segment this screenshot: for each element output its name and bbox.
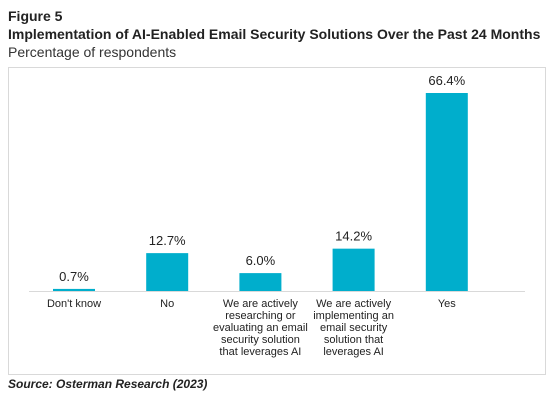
bar-2	[239, 273, 282, 291]
data-label-3: 14.2%	[335, 229, 372, 244]
bar-chart: 0.7% Don't know 12.7% No 6.0% We are actively…	[29, 73, 525, 358]
figure-label: Figure 5	[8, 8, 63, 24]
category-label-4: Yes	[438, 298, 456, 310]
bar-3	[332, 248, 375, 291]
chart-subtitle: Percentage of respondents	[8, 44, 177, 60]
data-label-1: 12.7%	[149, 233, 186, 248]
bar-0	[53, 288, 95, 291]
category-label-3: We are actively implementing an email secu…	[313, 298, 394, 358]
chart-frame: 0.7% Don't know 12.7% No 6.0% We are actively…	[8, 67, 546, 375]
bar-4	[425, 93, 468, 291]
source-note: Source: Osterman Research (2023)	[8, 377, 208, 391]
category-label-1: No	[160, 298, 174, 310]
data-label-2: 6.0%	[246, 253, 276, 268]
bar-1	[146, 253, 189, 291]
category-label-2: We are actively researching or evaluating …	[213, 298, 308, 358]
data-label-4: 66.4%	[428, 73, 465, 88]
chart-title: Implementation of AI-Enabled Email Secur…	[8, 26, 541, 42]
data-label-0: 0.7%	[59, 269, 89, 284]
category-label-0: Don't know	[47, 298, 101, 310]
